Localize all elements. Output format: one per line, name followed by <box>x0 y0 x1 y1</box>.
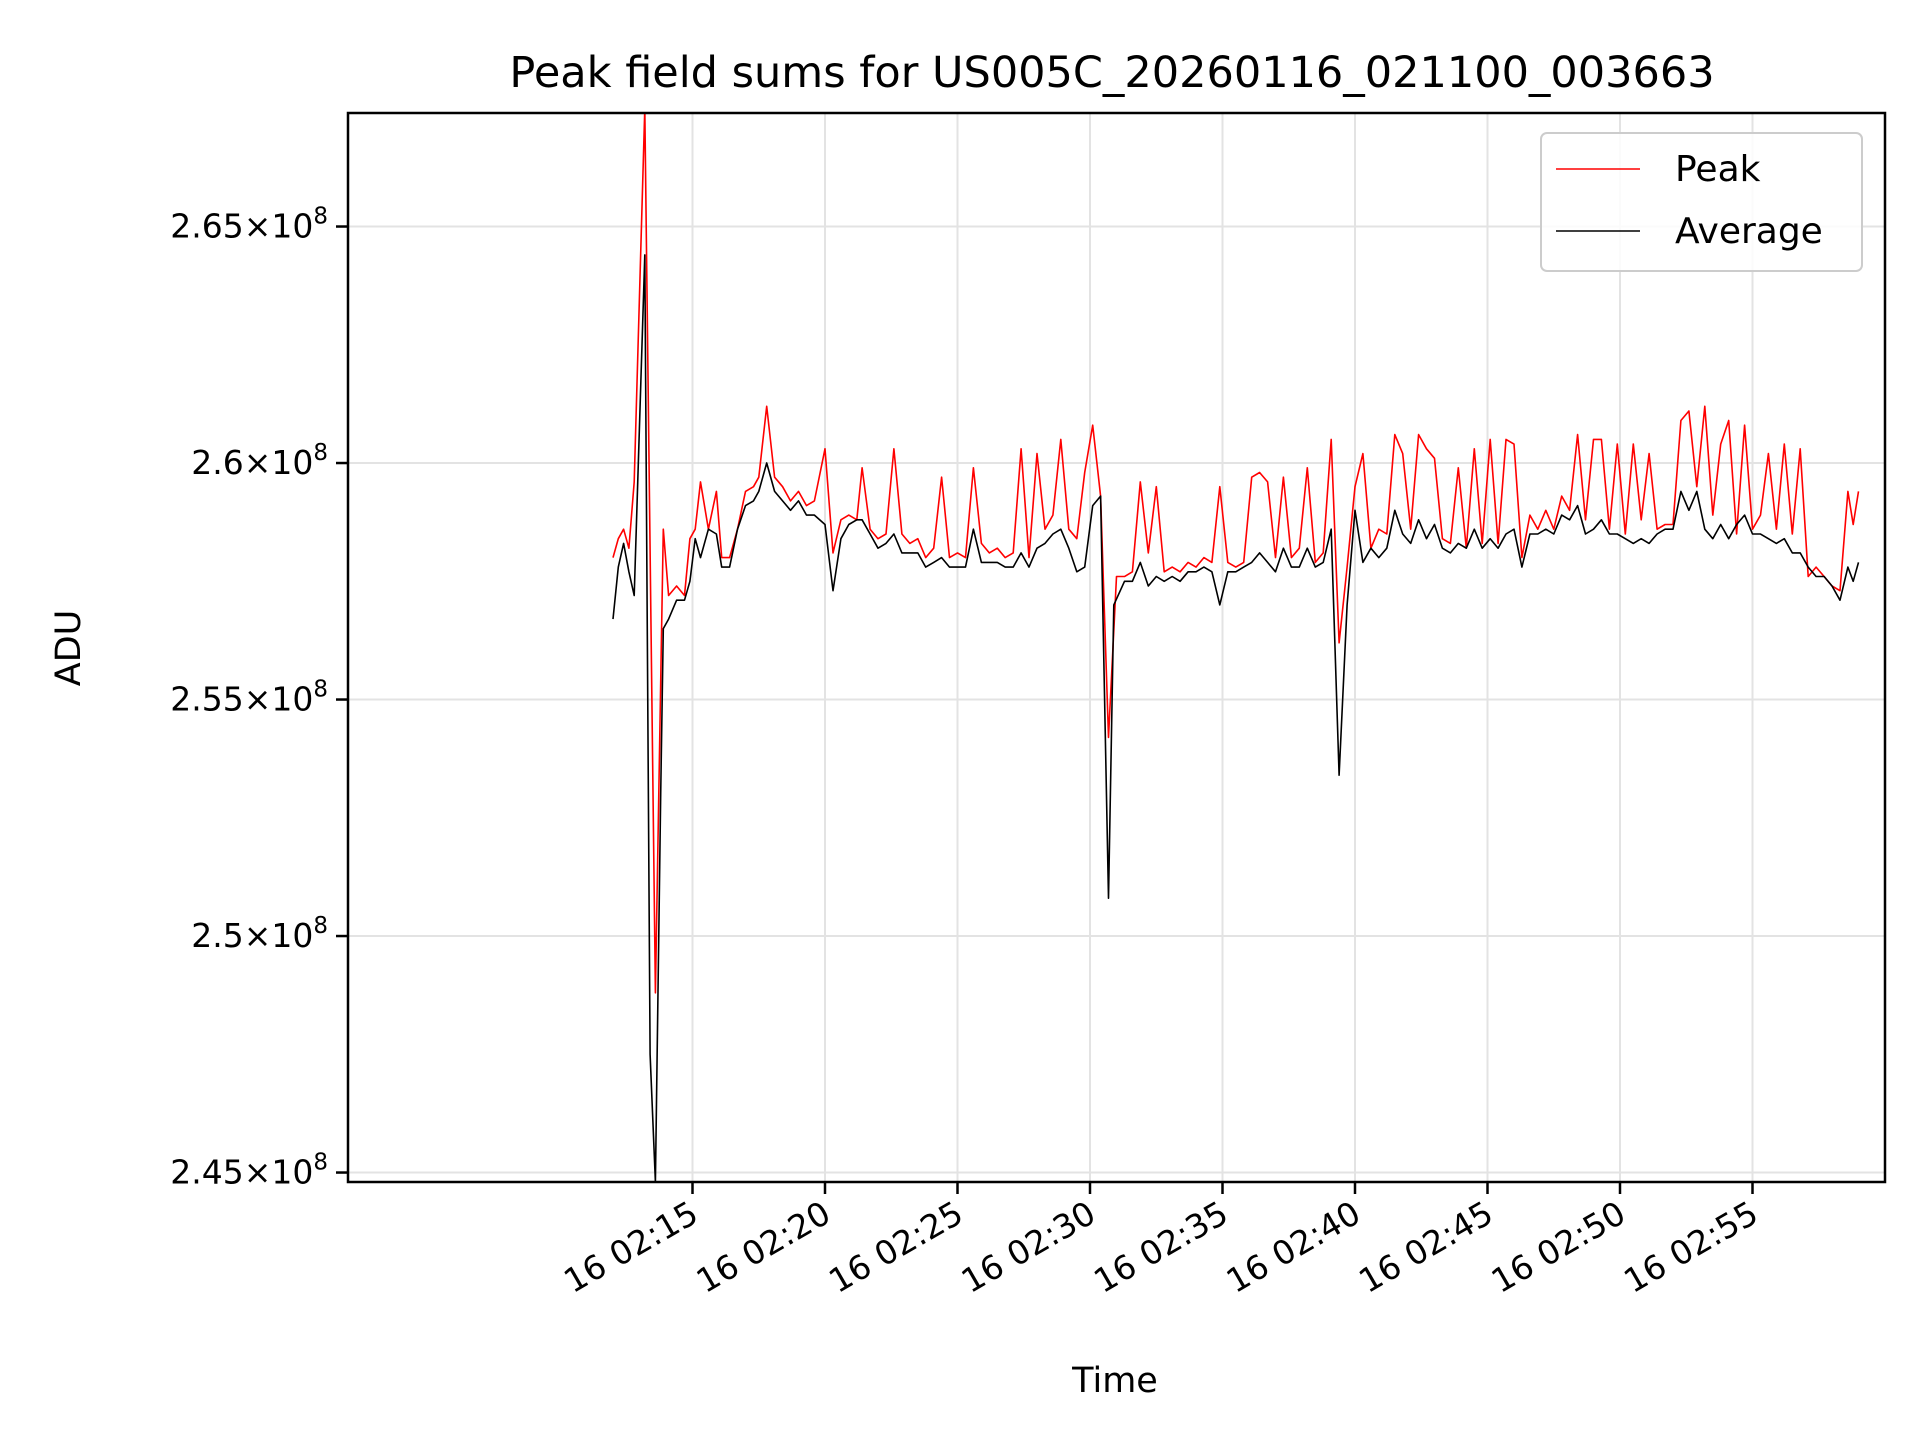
y-tick-label: 2.65×108 <box>170 204 328 246</box>
chart-title: Peak field sums for US005C_20260116_0211… <box>509 48 1714 98</box>
y-tick-label: 2.55×108 <box>170 677 328 719</box>
x-axis-label: Time <box>1071 1361 1158 1401</box>
y-tick-label: 2.5×108 <box>191 913 328 955</box>
grid-lines <box>348 113 1885 1182</box>
y-axis: 2.45×108 2.5×108 2.55×108 2.6×108 2.65×108 <box>170 204 348 1192</box>
series-line-peak <box>612 113 1860 994</box>
y-tick-label: 2.45×108 <box>170 1150 328 1192</box>
y-axis-label: ADU <box>49 610 89 687</box>
legend-box <box>1540 132 1863 272</box>
plot-frame <box>346 111 1887 1184</box>
legend: Peak Average <box>1540 132 1863 272</box>
series-line-average <box>612 254 1860 1182</box>
series-layer <box>612 113 1860 1182</box>
legend-label-peak: Peak <box>1675 149 1761 190</box>
y-tick-label: 2.6×108 <box>191 440 328 482</box>
legend-label-average: Average <box>1675 211 1823 252</box>
